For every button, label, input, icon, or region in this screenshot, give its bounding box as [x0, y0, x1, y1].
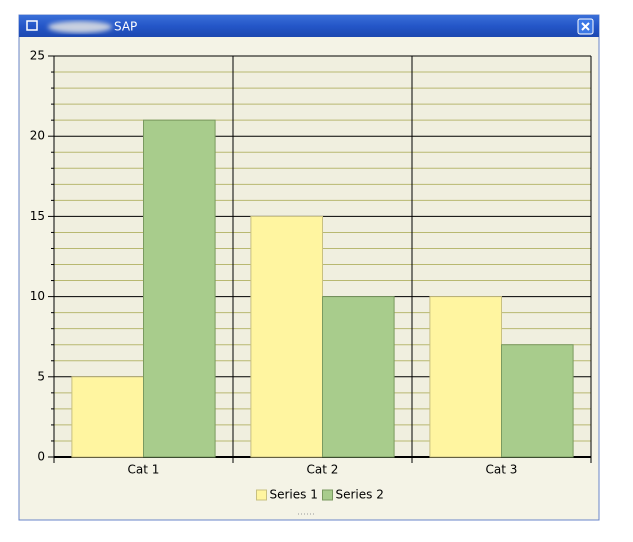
bar	[429, 296, 502, 458]
y-tick-label: 25	[30, 49, 45, 63]
blurred-text	[48, 21, 112, 33]
legend-swatch	[322, 489, 333, 501]
x-tick-label: Cat 2	[307, 463, 339, 477]
bar	[250, 215, 323, 458]
bar	[322, 296, 395, 458]
y-tick-label: 20	[30, 129, 45, 143]
legend-label: Series 1	[270, 488, 318, 502]
y-tick-label: 15	[30, 209, 45, 223]
x-tick-label: Cat 1	[128, 463, 160, 477]
bar	[501, 344, 574, 458]
window-icon	[26, 20, 38, 31]
title-bar	[19, 15, 599, 37]
x-tick-label: Cat 3	[486, 463, 518, 477]
bar	[143, 119, 216, 458]
bar	[71, 376, 144, 458]
y-tick-label: 0	[37, 450, 45, 464]
close-icon	[581, 22, 590, 31]
legend-label: Series 2	[336, 488, 384, 502]
window-title: SAP	[114, 20, 137, 34]
y-tick-label: 5	[37, 369, 45, 383]
legend-swatch	[256, 489, 267, 501]
y-tick-label: 10	[30, 289, 45, 303]
